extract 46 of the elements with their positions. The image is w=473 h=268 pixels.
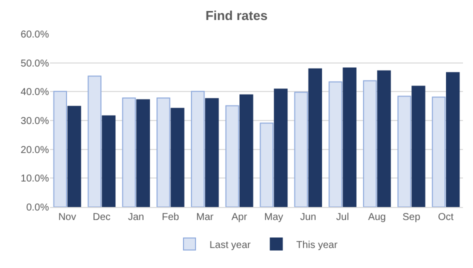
x-tick-label: Oct <box>438 212 454 223</box>
bar <box>342 68 356 207</box>
x-tick-label: May <box>264 212 284 223</box>
bar <box>53 90 67 207</box>
bar <box>122 98 136 207</box>
y-tick-label: 40.0% <box>20 87 50 98</box>
bar <box>205 98 219 207</box>
x-tick-label: Jun <box>300 212 316 223</box>
y-tick-label: 0.0% <box>26 202 50 214</box>
x-tick-label: Dec <box>92 212 111 223</box>
y-tick-label: 60.0% <box>20 30 50 40</box>
bar <box>274 88 288 207</box>
bar <box>412 86 426 207</box>
legend-label: Last year <box>210 240 252 251</box>
bar <box>308 68 322 207</box>
bar <box>67 106 82 207</box>
x-tick-label: Jan <box>128 212 144 223</box>
bar <box>294 92 308 207</box>
bar <box>190 90 205 207</box>
y-tick-label: 50.0% <box>20 58 50 70</box>
bar <box>432 96 446 207</box>
bar <box>363 80 377 207</box>
bar <box>225 105 240 207</box>
legend-label: This year <box>296 240 338 251</box>
y-tick-label: 30.0% <box>20 116 50 127</box>
bar <box>377 70 391 207</box>
x-tick-label: Jul <box>336 212 349 223</box>
bar <box>397 96 412 207</box>
y-tick-label: 20.0% <box>20 144 50 156</box>
x-tick-label: Nov <box>58 212 76 223</box>
x-tick-label: Feb <box>162 212 180 223</box>
bar <box>446 72 460 207</box>
x-tick-label: Aug <box>368 212 386 223</box>
bar <box>260 122 274 207</box>
bar <box>88 76 102 207</box>
bar <box>170 108 184 207</box>
bar <box>156 98 170 207</box>
bar <box>102 115 116 207</box>
x-tick-label: Apr <box>232 212 248 223</box>
chart-title: Find rates <box>205 8 268 23</box>
bar <box>328 81 342 207</box>
x-tick-label: Mar <box>196 212 214 223</box>
x-tick-label: Sep <box>402 212 421 223</box>
bar <box>240 94 254 207</box>
bar <box>136 99 150 207</box>
y-tick-label: 10.0% <box>20 174 50 185</box>
